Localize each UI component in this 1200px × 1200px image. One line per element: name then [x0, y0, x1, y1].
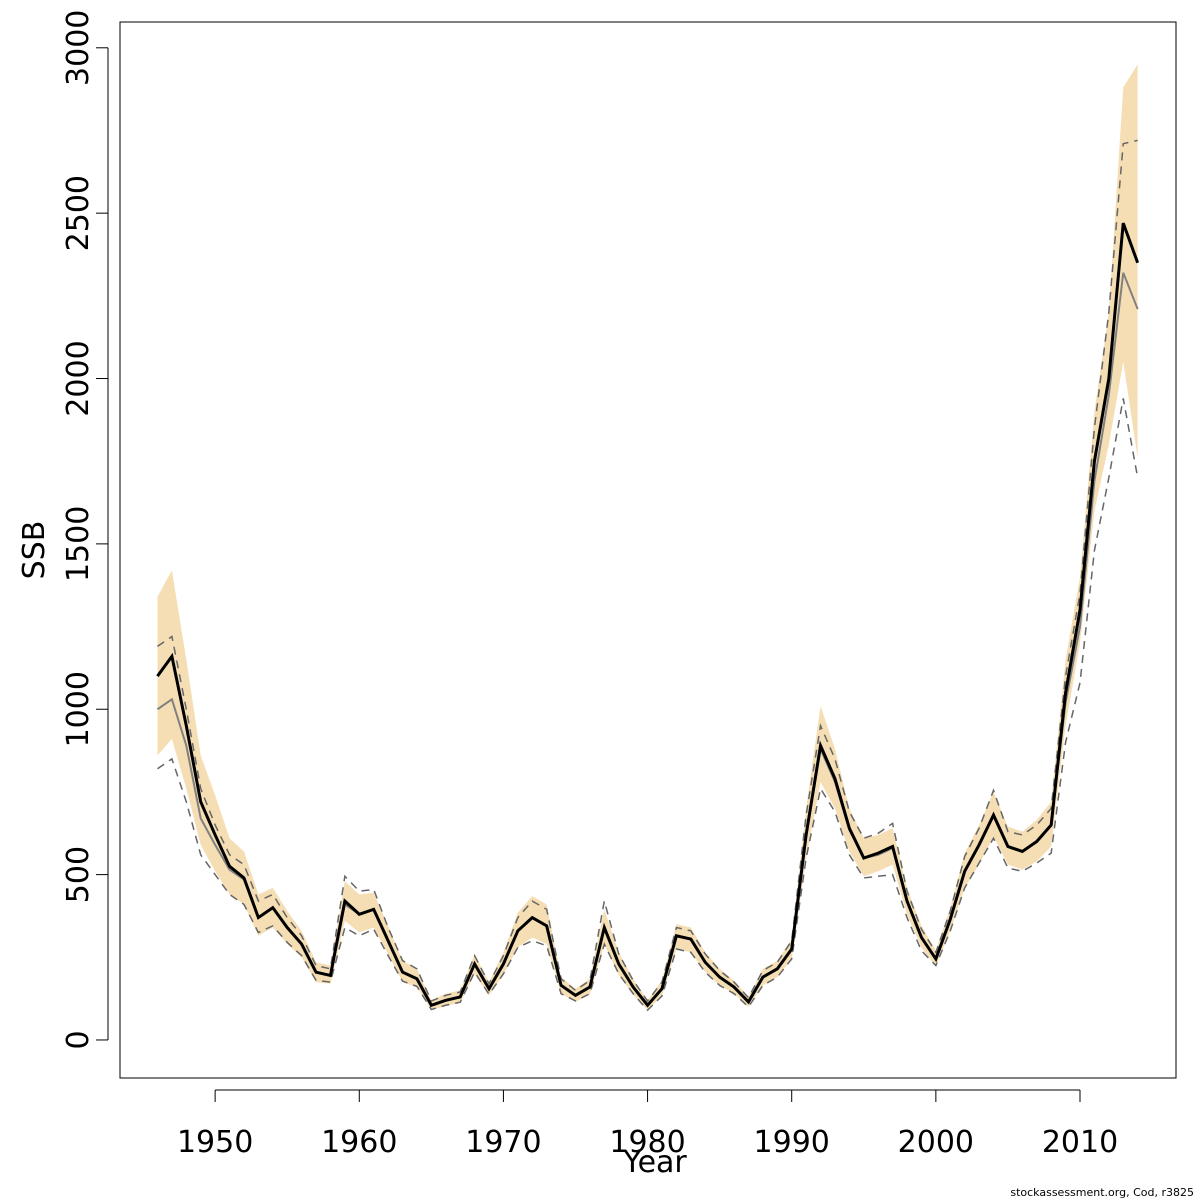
y-tick-label: 0 [61, 1030, 96, 1049]
x-axis-label: Year [622, 1145, 687, 1180]
y-axis-label: SSB [17, 521, 52, 580]
dashed-lower [157, 398, 1139, 1012]
dashed-upper [157, 139, 1138, 1003]
y-tick-label: 2000 [61, 340, 96, 416]
confidence-band [157, 64, 1138, 1011]
y-tick-label: 500 [61, 846, 96, 903]
estimate-line [156, 222, 1140, 1008]
y-tick-label: 2500 [61, 175, 96, 251]
x-tick-label: 1990 [754, 1125, 830, 1160]
x-tick-label: 1980 [609, 1125, 685, 1160]
footer: stockassessment.org, Cod, r3825 [1010, 1186, 1194, 1199]
previous-line [156, 272, 1139, 1007]
x-tick-label: 2010 [1042, 1125, 1118, 1160]
y-tick-label: 1500 [61, 506, 96, 582]
x-tick-label: 1950 [177, 1125, 253, 1160]
y-tick-label: 3000 [61, 10, 96, 86]
y-tick-label: 1000 [61, 671, 96, 747]
plot-box [119, 21, 1177, 1079]
x-tick-label: 1970 [465, 1125, 541, 1160]
x-tick-label: 1960 [321, 1125, 397, 1160]
x-tick-label: 2000 [898, 1125, 974, 1160]
